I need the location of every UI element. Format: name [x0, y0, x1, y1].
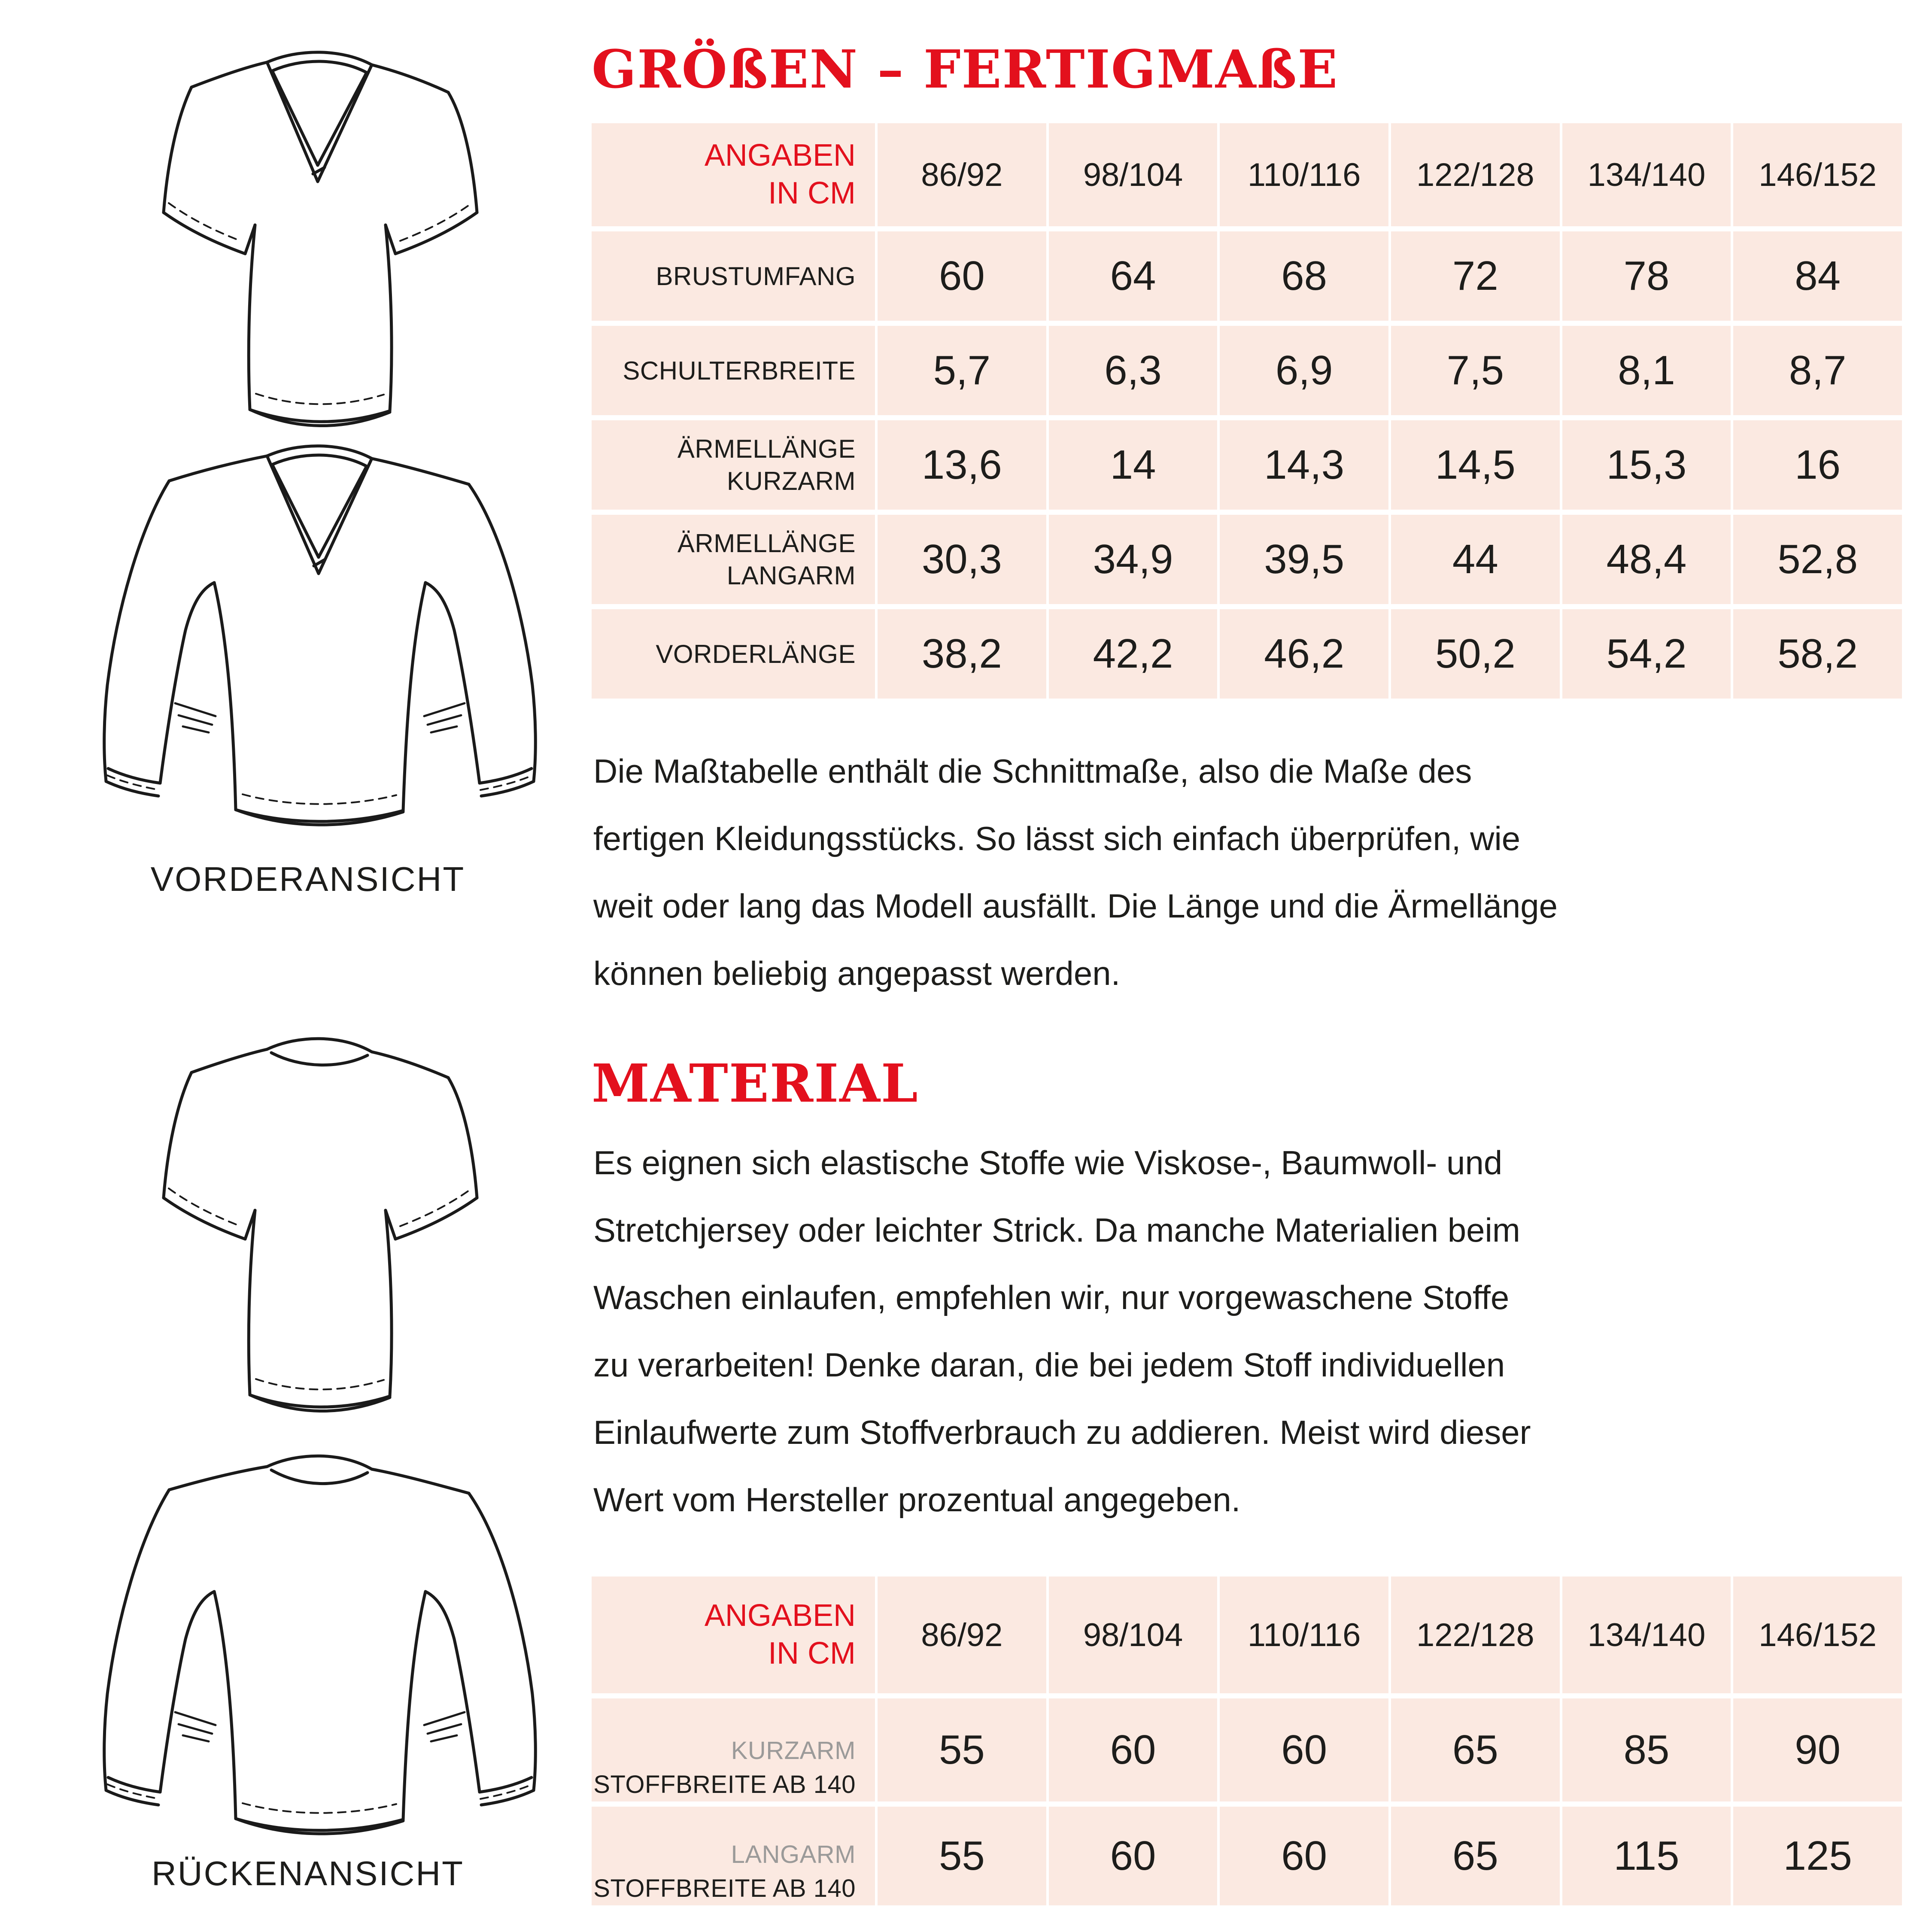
measurement-value: 44	[1391, 515, 1560, 604]
size-column-header: 134/140	[1562, 123, 1731, 226]
measurement-value: 48,4	[1562, 515, 1731, 604]
sleeve-variant-label: KURZARM	[731, 1737, 856, 1765]
back-short-sleeve-drawing	[162, 1037, 479, 1413]
fabric-amount-value: 90	[1733, 1698, 1902, 1801]
measurement-value: 8,7	[1733, 326, 1902, 415]
measurement-value: 38,2	[878, 609, 1046, 699]
fabric-amount-value: 85	[1562, 1698, 1731, 1801]
measurement-value: 78	[1562, 231, 1731, 321]
front-view-caption: VORDERANSICHT	[150, 860, 465, 898]
measurement-row-label: SCHULTERBREITE	[592, 326, 875, 415]
paragraph-line: Waschen einlaufen, empfehlen wir, nur vo…	[593, 1279, 1510, 1316]
size-column-header: 134/140	[1562, 1577, 1731, 1693]
size-column-header: 86/92	[878, 1577, 1046, 1693]
measurement-row-label: VORDERLÄNGE	[592, 609, 875, 699]
material-paragraph: Es eignen sich elastische Stoffe wie Vis…	[593, 1129, 1932, 1534]
measurement-value: 64	[1048, 231, 1218, 321]
paragraph-line: Wert vom Hersteller prozentual angegeben…	[593, 1481, 1241, 1519]
measurement-value: 14,5	[1391, 420, 1560, 510]
measurement-value: 15,3	[1562, 420, 1731, 510]
measurement-row-label: BRUSTUMFANG	[592, 231, 875, 321]
material-section-title: MATERIAL	[592, 1052, 919, 1114]
measurement-row-label: ÄRMELLÄNGE KURZARM	[592, 420, 875, 510]
fabric-row-label: KURZARM STOFFBREITE AB 140	[592, 1698, 875, 1801]
paragraph-line: können beliebig angepasst werden.	[593, 954, 1121, 992]
fabric-table-corner-header: ANGABEN IN CM	[592, 1577, 875, 1693]
measurement-value: 68	[1220, 231, 1388, 321]
sizes-table-corner-header: ANGABEN IN CM	[592, 123, 875, 226]
size-column-header: 98/104	[1048, 123, 1218, 226]
fabric-amount-value: 125	[1733, 1807, 1902, 1905]
fabric-amount-value: 60	[1220, 1807, 1388, 1905]
fabric-amount-value: 115	[1562, 1807, 1731, 1905]
measurement-value: 42,2	[1048, 609, 1218, 699]
fabric-amount-value: 65	[1391, 1698, 1560, 1801]
angaben-in-cm-label: ANGABEN IN CM	[704, 1598, 856, 1671]
measurement-value: 7,5	[1391, 326, 1560, 415]
measurement-value: 54,2	[1562, 609, 1731, 699]
size-column-header: 146/152	[1733, 1577, 1902, 1693]
measurement-value: 39,5	[1220, 515, 1388, 604]
front-short-sleeve-drawing	[162, 51, 479, 428]
fabric-requirements-table: ANGABEN IN CM 86/92 98/104 110/116 122/1…	[592, 1577, 1902, 1905]
sizes-paragraph: Die Maßtabelle enthält die Schnittmaße, …	[593, 738, 1932, 1007]
measurement-value: 6,9	[1220, 326, 1388, 415]
measurement-value: 14	[1048, 420, 1218, 510]
back-view-caption: RÜCKENANSICHT	[152, 1854, 464, 1893]
measurement-value: 5,7	[878, 326, 1046, 415]
paragraph-line: Die Maßtabelle enthält die Schnittmaße, …	[593, 752, 1472, 790]
measurement-value: 50,2	[1391, 609, 1560, 699]
angaben-in-cm-label: ANGABEN IN CM	[704, 138, 856, 210]
fabric-amount-value: 55	[878, 1698, 1046, 1801]
measurement-value: 6,3	[1048, 326, 1218, 415]
measurement-value: 8,1	[1562, 326, 1731, 415]
paragraph-line: Es eignen sich elastische Stoffe wie Vis…	[593, 1144, 1503, 1182]
sleeve-variant-label: LANGARM	[731, 1841, 856, 1869]
measurement-value: 16	[1733, 420, 1902, 510]
paragraph-line: Einlaufwerte zum Stoffverbrauch zu addie…	[593, 1413, 1531, 1451]
measurement-value: 34,9	[1048, 515, 1218, 604]
size-column-header: 122/128	[1391, 1577, 1560, 1693]
paragraph-line: fertigen Kleidungsstücks. So lässt sich …	[593, 820, 1521, 857]
sizes-section-title: GRÖßEN – FERTIGMAßE	[592, 38, 1339, 100]
measurement-value: 46,2	[1220, 609, 1388, 699]
fabric-amount-value: 65	[1391, 1807, 1560, 1905]
fabric-amount-value: 55	[878, 1807, 1046, 1905]
front-long-sleeve-drawing	[103, 444, 537, 826]
size-column-header: 110/116	[1220, 123, 1388, 226]
paragraph-line: Stretchjersey oder leichter Strick. Da m…	[593, 1211, 1520, 1249]
fabric-row-label: LANGARM STOFFBREITE AB 140	[592, 1807, 875, 1905]
measurement-value: 60	[878, 231, 1046, 321]
size-column-header: 98/104	[1048, 1577, 1218, 1693]
measurement-value: 14,3	[1220, 420, 1388, 510]
measurement-value: 58,2	[1733, 609, 1902, 699]
size-column-header: 86/92	[878, 123, 1046, 226]
size-column-header: 110/116	[1220, 1577, 1388, 1693]
measurement-value: 13,6	[878, 420, 1046, 510]
fabric-amount-value: 60	[1048, 1807, 1218, 1905]
measurement-value: 30,3	[878, 515, 1046, 604]
sizes-table: ANGABEN IN CM 86/92 98/104 110/116 122/1…	[592, 123, 1902, 699]
paragraph-line: zu verarbeiten! Denke daran, die bei jed…	[593, 1346, 1505, 1384]
back-long-sleeve-drawing	[103, 1454, 537, 1835]
measurement-value: 84	[1733, 231, 1902, 321]
measurement-row-label: ÄRMELLÄNGE LANGARM	[592, 515, 875, 604]
size-column-header: 146/152	[1733, 123, 1902, 226]
fabric-amount-value: 60	[1048, 1698, 1218, 1801]
measurement-value: 52,8	[1733, 515, 1902, 604]
fabric-width-label: STOFFBREITE AB 140	[593, 1874, 856, 1902]
paragraph-line: weit oder lang das Modell ausfällt. Die …	[593, 887, 1558, 925]
fabric-amount-value: 60	[1220, 1698, 1388, 1801]
measurement-value: 72	[1391, 231, 1560, 321]
size-column-header: 122/128	[1391, 123, 1560, 226]
fabric-width-label: STOFFBREITE AB 140	[593, 1770, 856, 1798]
